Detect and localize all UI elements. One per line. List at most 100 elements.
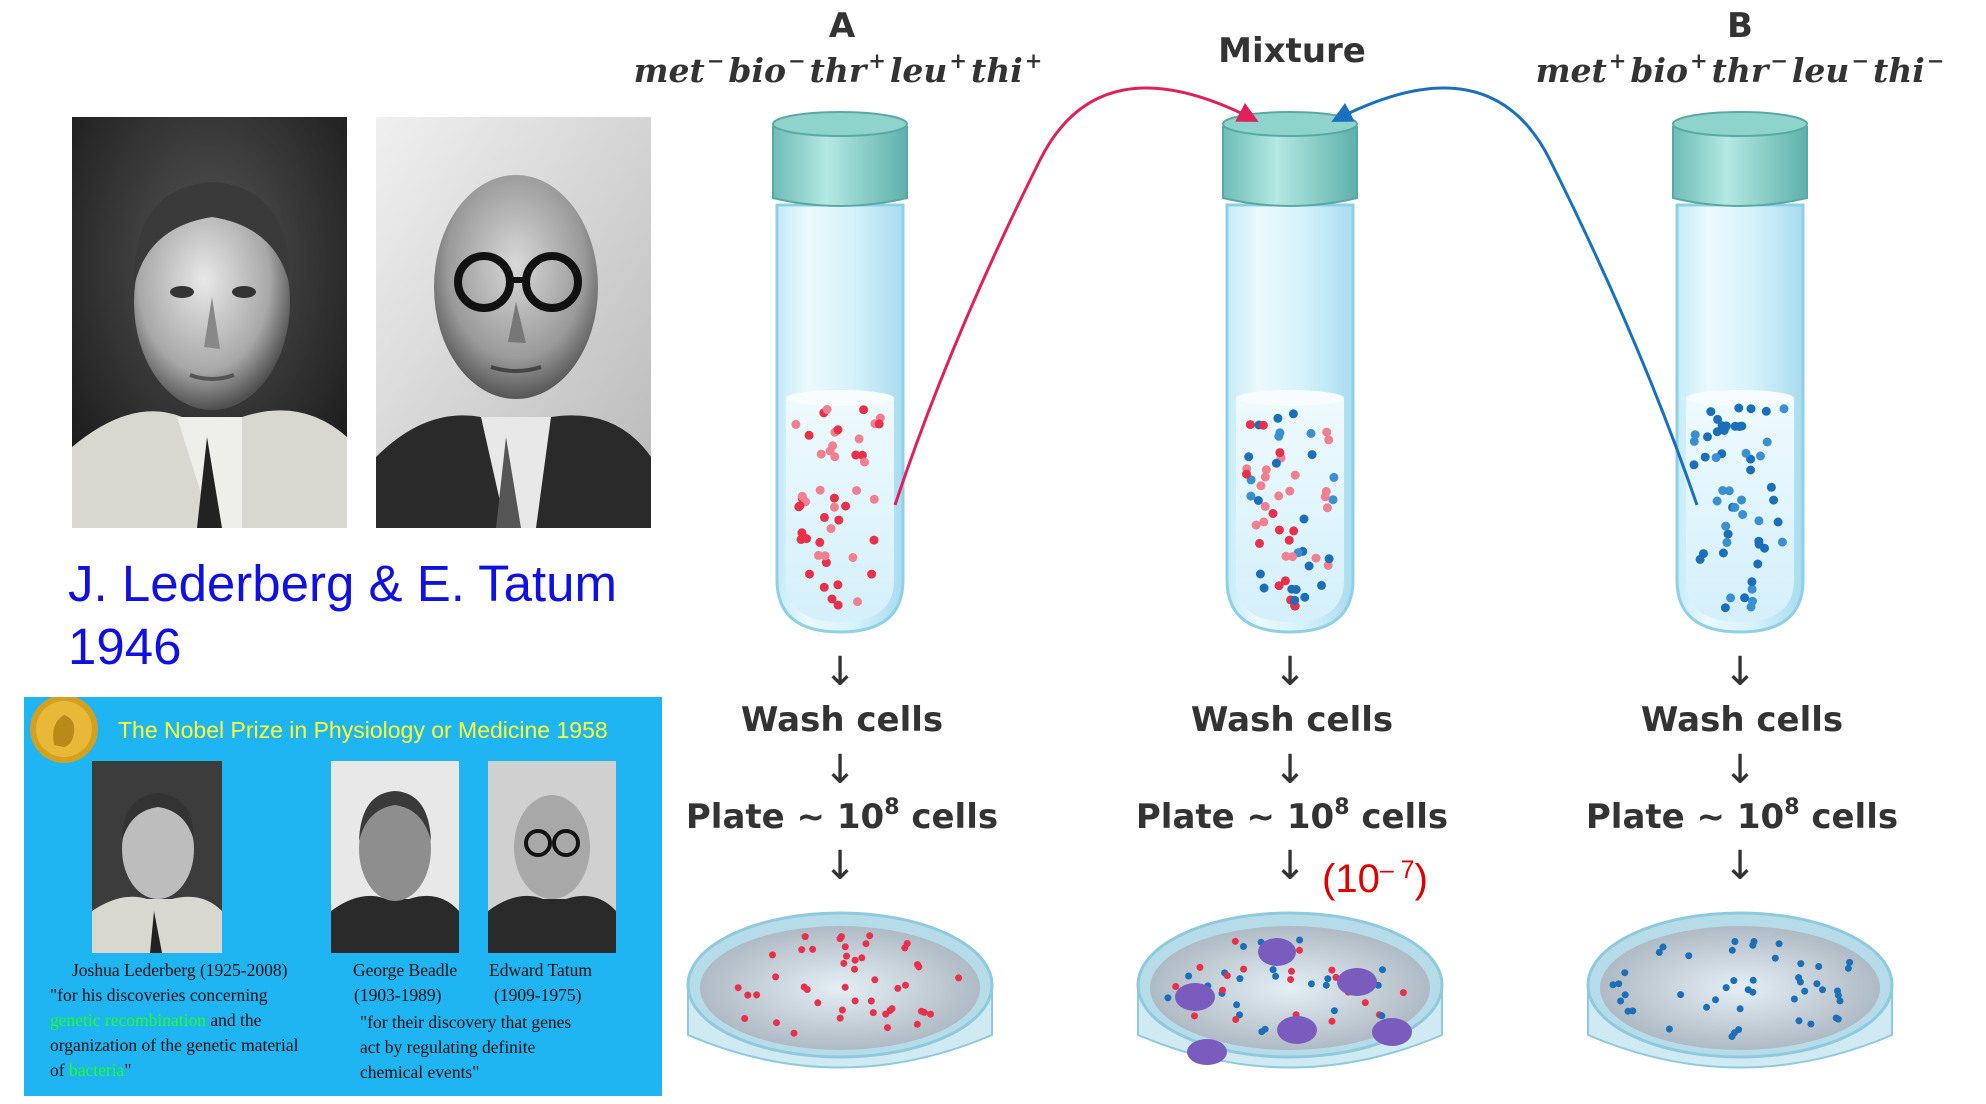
colony-dot xyxy=(735,984,742,991)
colony-dot xyxy=(1240,943,1247,950)
colony-dot xyxy=(1324,975,1331,982)
bacterial-cell xyxy=(1769,496,1778,505)
colony-dot xyxy=(1723,984,1730,991)
bacterial-cell xyxy=(795,501,804,510)
colony-dot xyxy=(1737,1005,1744,1012)
bacterial-cell xyxy=(1292,585,1301,594)
arrow-down-icon: ↓ xyxy=(1273,750,1307,790)
bacterial-cell xyxy=(1746,466,1755,475)
bacterial-cell xyxy=(1259,421,1268,430)
bacterial-cell xyxy=(1767,483,1776,492)
colony-dot xyxy=(1835,1016,1842,1023)
bacterial-cell xyxy=(820,583,829,592)
colony-dot xyxy=(1729,1033,1736,1040)
bacterial-cell xyxy=(860,458,869,467)
colony-dot xyxy=(868,998,875,1005)
tube-a-label: A xyxy=(829,6,855,46)
bacterial-cell xyxy=(1305,562,1314,571)
step-plate-mixture: Plate ~ 108 cells xyxy=(1136,795,1448,837)
bacterial-cell xyxy=(1701,453,1710,462)
plate-b xyxy=(1588,913,1892,1068)
bacterial-cell xyxy=(1285,536,1294,545)
bacterial-cell xyxy=(1778,538,1787,547)
bacterial-cell xyxy=(1742,449,1751,458)
tube-a xyxy=(773,112,907,632)
colony-dot xyxy=(852,997,859,1004)
bacterial-cell xyxy=(823,405,832,414)
colony-dot xyxy=(842,943,849,950)
recombination-frequency: (10– 7) xyxy=(1322,856,1428,902)
bacterial-cell xyxy=(855,434,864,443)
bacterial-cell xyxy=(1780,404,1789,413)
bacterial-cell xyxy=(1329,495,1338,504)
genotype-gene: thi xyxy=(1873,51,1925,90)
bacterial-cell xyxy=(859,405,868,414)
colony-dot xyxy=(1807,1021,1814,1028)
bacterial-cell xyxy=(1738,510,1747,519)
colony-dot xyxy=(814,999,821,1006)
bacterial-cell xyxy=(848,553,857,562)
bacterial-cell xyxy=(1690,460,1699,469)
colony-dot xyxy=(802,933,809,940)
colony-dot xyxy=(741,1015,748,1022)
bacterial-cell xyxy=(805,431,814,440)
colony-dot xyxy=(744,992,751,999)
bacterial-cell xyxy=(828,595,837,604)
bacterial-cell xyxy=(1691,430,1700,439)
colony-dot xyxy=(1703,1004,1710,1011)
bacterial-cell xyxy=(1285,487,1294,496)
bacterial-cell xyxy=(1706,407,1715,416)
bacterial-cell xyxy=(1254,496,1263,505)
colony-dot xyxy=(871,976,878,983)
bacterial-cell xyxy=(1289,526,1298,535)
step-wash-b: Wash cells xyxy=(1641,700,1843,740)
colony-dot xyxy=(1837,997,1844,1004)
bacterial-cell xyxy=(1725,486,1734,495)
bacterial-cell xyxy=(1252,521,1261,530)
colony-dot xyxy=(1379,966,1386,973)
arrow-down-icon: ↓ xyxy=(1273,652,1307,692)
colony-dot xyxy=(889,1005,896,1012)
colony-dot xyxy=(955,974,962,981)
colony-dot xyxy=(1772,955,1779,962)
bacterial-cell xyxy=(1753,560,1762,569)
bacterial-cell xyxy=(1748,597,1757,606)
bacterial-cell xyxy=(1246,492,1255,501)
colony-dot xyxy=(1288,968,1295,975)
colony-dot xyxy=(1656,949,1663,956)
colony-dot xyxy=(1164,994,1171,1001)
bacterial-cell xyxy=(1272,459,1281,468)
colony-dot xyxy=(884,1024,891,1031)
colony-dot xyxy=(1272,973,1279,980)
colony-dot xyxy=(1224,972,1231,979)
colony-dot xyxy=(1730,977,1737,984)
arrow-down-icon: ↓ xyxy=(1723,750,1757,790)
bacterial-cell xyxy=(1754,537,1763,546)
colony-dot xyxy=(1233,1001,1240,1008)
step-wash-a: Wash cells xyxy=(741,700,943,740)
genotype-sign: + xyxy=(1609,48,1627,73)
transfer-arrow-b xyxy=(1335,88,1697,505)
bacterial-cell xyxy=(1696,555,1705,564)
arrow-down-icon: ↓ xyxy=(1723,846,1757,886)
bacterial-cell xyxy=(1713,427,1722,436)
bacterial-cell xyxy=(1726,593,1735,602)
bacterial-cell xyxy=(1261,502,1270,511)
arrow-down-icon: ↓ xyxy=(1273,846,1307,886)
bacterial-cell xyxy=(1747,404,1756,413)
colony-dot xyxy=(1219,987,1226,994)
genotype-sign: − xyxy=(1927,48,1945,73)
colony-dot xyxy=(843,953,850,960)
colony-dot xyxy=(1378,1012,1385,1019)
colony-dot xyxy=(866,932,873,939)
colony-dot xyxy=(914,1021,921,1028)
colony-dot xyxy=(1236,975,1243,982)
colony-dot xyxy=(1797,960,1804,967)
tube-b-label: B xyxy=(1727,6,1753,46)
bacterial-cell xyxy=(1762,407,1771,416)
tube-mixture-label: Mixture xyxy=(1218,31,1366,71)
colony-dot xyxy=(1819,986,1826,993)
genotype-sign: − xyxy=(788,48,806,73)
colony-dot xyxy=(1677,991,1684,998)
bacterial-cell xyxy=(815,538,824,547)
